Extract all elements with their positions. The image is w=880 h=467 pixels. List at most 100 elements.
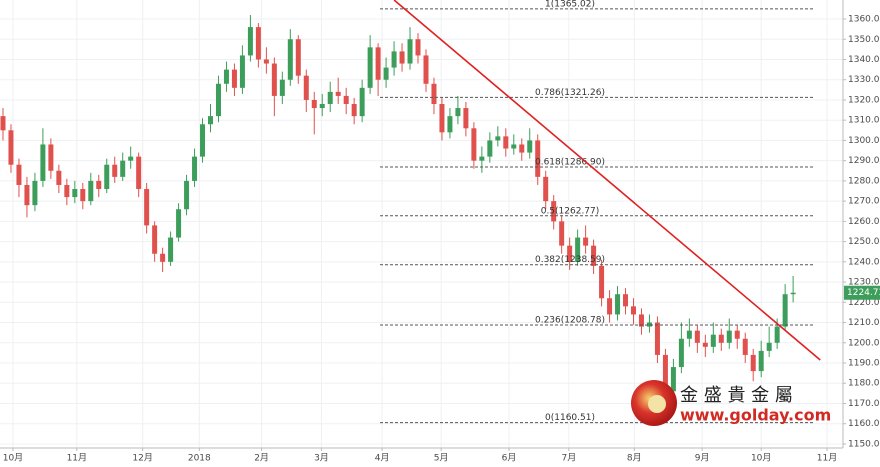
candle-body <box>630 306 636 315</box>
y-tick-label: 1300.00 <box>848 136 880 146</box>
candle-body <box>638 314 644 327</box>
candle-body <box>176 209 182 238</box>
trend <box>393 0 821 361</box>
candle-body <box>495 136 501 141</box>
candle-body <box>128 156 134 161</box>
candle-body <box>527 140 533 153</box>
fib-label: 1(1365.02) <box>545 0 595 9</box>
candle-body <box>335 91 341 96</box>
candle-body <box>599 265 605 299</box>
fib-label: 0.382(1238.59) <box>535 255 605 265</box>
candle-body <box>559 221 565 246</box>
y-tick-label: 1150.00 <box>848 439 880 449</box>
x-tick-label: 12月 <box>132 453 152 464</box>
y-tick-label: 1250.00 <box>848 237 880 247</box>
candle-body <box>511 144 517 149</box>
candle-body <box>343 95 349 105</box>
candle-body <box>40 144 46 181</box>
candle-body <box>487 140 493 157</box>
candle-body <box>311 99 317 109</box>
candle-body <box>758 350 764 372</box>
x-tick-label: 11月 <box>67 453 87 464</box>
watermark: 金 盛 貴 金 屬 www.golday.com <box>631 380 831 426</box>
axes: 1150.00 1160.00 1170.00 1180.00 1190.00 1200.… <box>3 15 880 464</box>
y-tick-label: 1330.00 <box>848 75 880 85</box>
candle-body <box>750 354 756 372</box>
y-tick-label: 1270.00 <box>848 197 880 207</box>
watermark-title: 金 盛 貴 金 屬 <box>680 385 793 406</box>
candle-body <box>152 225 158 254</box>
candle-body <box>662 354 668 392</box>
candle-body <box>223 69 229 84</box>
candle-body <box>702 342 708 347</box>
candle-body <box>215 83 221 117</box>
candle-body <box>726 330 732 343</box>
candle-body <box>263 59 269 64</box>
candle-body <box>535 140 541 177</box>
last-price-tag <box>844 285 880 300</box>
candle-body <box>455 108 461 117</box>
candle-body <box>247 27 253 56</box>
x-tick-label: 2月 <box>254 453 269 464</box>
candle-body <box>72 188 78 198</box>
fib-label: 0.618(1286.90) <box>535 157 605 167</box>
candle-body <box>295 39 301 76</box>
fib-label: 0.5(1262.77) <box>541 206 600 216</box>
candle-body <box>367 47 373 88</box>
y-tick-label: 1220.00 <box>848 298 880 308</box>
candle-body <box>742 338 748 355</box>
candle-body <box>686 330 692 339</box>
candle-body <box>551 201 557 222</box>
fib-label: 0(1160.51) <box>545 413 595 423</box>
candle-body <box>200 124 206 157</box>
x-tick-label: 2018 <box>188 454 211 464</box>
candle-body <box>479 156 485 161</box>
x-tick-label: 3月 <box>314 453 329 464</box>
candles <box>0 14 796 404</box>
candle-body <box>782 294 788 327</box>
candle-body <box>654 322 660 355</box>
candle-body <box>16 164 22 185</box>
candle-body <box>327 91 333 105</box>
x-tick-label: 5月 <box>434 453 449 464</box>
candle-body <box>503 136 509 149</box>
candle-body <box>32 180 38 206</box>
x-tick-label: 10月 <box>751 453 771 464</box>
candle-body <box>670 367 676 392</box>
y-tick-label: 1210.00 <box>848 318 880 328</box>
x-tick-label: 11月 <box>817 453 837 464</box>
candle-body <box>694 330 700 343</box>
candle-body <box>80 188 86 202</box>
candle-body <box>543 176 549 202</box>
fib-label: 0.236(1208.78) <box>535 316 605 326</box>
y-tick-label: 1160.00 <box>848 419 880 429</box>
candle-body <box>407 39 413 64</box>
candle-body <box>718 334 724 343</box>
candle-body <box>567 245 573 262</box>
logo-core <box>648 395 666 413</box>
candle-body <box>351 104 357 117</box>
candle-body <box>64 184 70 198</box>
candle-body <box>112 164 118 177</box>
candle-body <box>383 67 389 80</box>
x-tick-label: 8月 <box>627 453 642 464</box>
candle-body <box>144 188 150 226</box>
candle-body <box>231 69 237 88</box>
candle-body <box>48 144 54 171</box>
candle-body <box>88 180 94 202</box>
candle-body <box>287 39 293 80</box>
x-tick-label: 7月 <box>561 453 576 464</box>
candle-body <box>0 116 6 131</box>
candle-body <box>766 342 772 351</box>
y-tick-label: 1280.00 <box>848 176 880 186</box>
last-price-label: 1224.73 <box>847 288 880 298</box>
candle-body <box>415 39 421 56</box>
candle-body <box>319 104 325 109</box>
candle-body <box>471 128 477 161</box>
candle-body <box>192 156 198 181</box>
candle-body <box>583 237 589 246</box>
candle-body <box>575 237 581 262</box>
candle-body <box>8 130 14 165</box>
candle-body <box>774 326 780 343</box>
candle-body <box>391 51 397 68</box>
